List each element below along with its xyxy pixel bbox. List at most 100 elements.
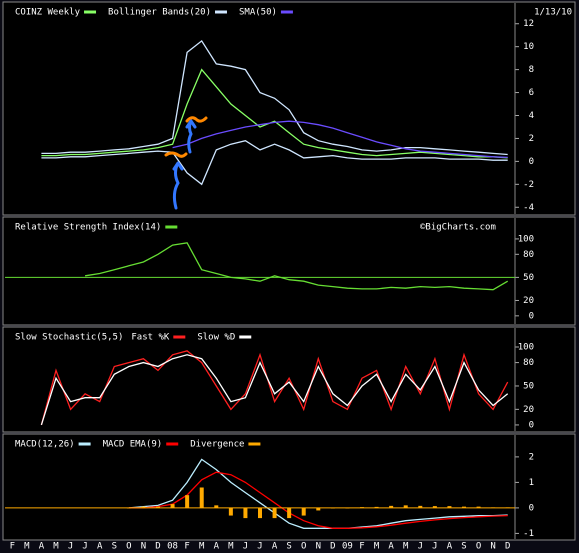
annotation-arrow (185, 119, 197, 154)
x-tick-label: J (68, 542, 73, 552)
y-tick-label: -4 (523, 203, 534, 213)
x-tick-label: D (505, 542, 510, 552)
y-tick-label: -1 (523, 529, 534, 539)
y-tick-label: 6 (529, 88, 534, 98)
x-tick-label: M (228, 542, 234, 552)
x-tick-label: A (39, 542, 45, 552)
legend-label: MACD EMA(9) (103, 440, 163, 450)
divergence-bar (185, 495, 190, 508)
legend-label: Bollinger Bands(20) (108, 8, 211, 18)
divergence-bar (141, 506, 146, 508)
divergence-bar (272, 507, 277, 519)
divergence-bar (476, 506, 481, 508)
y-tick-label: 10 (523, 42, 534, 52)
legend-label: Relative Strength Index(14) (15, 223, 161, 233)
divergence-bar (214, 505, 219, 508)
y-tick-label: -2 (523, 180, 534, 190)
y-tick-label: 2 (529, 134, 534, 144)
y-tick-label: 1 (529, 478, 534, 488)
x-tick-label: J (432, 542, 437, 552)
macd-panel (2, 433, 576, 541)
x-tick-label: A (214, 542, 220, 552)
legend-label: Slow %D (197, 333, 235, 343)
divergence-bar (199, 487, 204, 508)
series-line (41, 68, 508, 159)
watermark: ©BigCharts.com (420, 223, 496, 233)
x-tick-label: D (330, 542, 335, 552)
rsi-panel (2, 216, 576, 326)
series-line (128, 458, 508, 529)
x-tick-label: S (461, 542, 466, 552)
x-tick-label: N (490, 542, 495, 552)
y-tick-label: 0 (529, 420, 534, 430)
x-tick-label: N (141, 542, 146, 552)
legend-label: SMA(50) (239, 8, 277, 18)
x-tick-label: F (10, 542, 15, 552)
x-tick-label: F (184, 542, 189, 552)
legend-label: Divergence (190, 440, 244, 450)
x-tick-label: O (126, 542, 131, 552)
x-tick-label: M (24, 542, 30, 552)
panel-title: Slow Stochastic(5,5) (15, 333, 123, 343)
y-tick-label: 2 (529, 452, 534, 462)
annotation-arrow (172, 161, 184, 210)
x-tick-label: J (82, 542, 87, 552)
y-tick-label: 20 (523, 296, 534, 306)
lower-band (41, 140, 508, 186)
legend-label: COINZ Weekly (15, 8, 81, 18)
y-tick-label: 50 (523, 273, 534, 283)
x-tick-label: M (199, 542, 205, 552)
divergence-bar (432, 506, 437, 508)
x-tick-label: J (418, 542, 423, 552)
series-line (40, 350, 509, 426)
divergence-bar (374, 506, 379, 508)
series-line (172, 120, 508, 159)
x-tick-label: M (53, 542, 59, 552)
y-tick-label: 4 (529, 111, 534, 121)
divergence-bar (170, 504, 175, 508)
x-tick-label: O (301, 542, 306, 552)
divergence-bar (447, 506, 452, 508)
upper-band (41, 39, 508, 156)
x-tick-label: A (97, 542, 103, 552)
x-tick-label: 09 (342, 542, 353, 552)
divergence-bar (389, 505, 394, 508)
y-tick-label: 0 (529, 503, 534, 513)
y-tick-label: 50 (523, 381, 534, 391)
divergence-bar (316, 507, 321, 511)
y-tick-label: 100 (518, 234, 534, 244)
y-tick-label: 80 (523, 358, 534, 368)
y-tick-label: 80 (523, 250, 534, 260)
x-tick-label: M (403, 542, 409, 552)
x-tick-label: A (447, 542, 453, 552)
divergence-bar (258, 507, 262, 519)
x-tick-label: S (112, 542, 117, 552)
divergence-bar (228, 507, 233, 516)
divergence-bar (403, 505, 408, 508)
divergence-bar (243, 507, 248, 519)
legend-label: MACD(12,26) (15, 440, 75, 450)
divergence-bar (301, 507, 306, 516)
x-tick-label: J (243, 542, 248, 552)
x-tick-label: J (257, 542, 262, 552)
y-tick-label: 8 (529, 65, 534, 75)
x-tick-label: A (388, 542, 394, 552)
annotations (164, 116, 208, 210)
x-tick-label: A (272, 542, 278, 552)
y-tick-label: 0 (529, 157, 534, 167)
y-tick-label: 0 (529, 311, 534, 321)
legend-label: Fast %K (131, 333, 170, 343)
series-line (128, 471, 508, 529)
y-tick-label: 12 (523, 19, 534, 29)
x-tick-label: 08 (167, 542, 178, 552)
x-tick-label: M (374, 542, 380, 552)
date-label: 1/13/10 (534, 8, 572, 18)
series-line (84, 242, 509, 291)
y-tick-label: 100 (518, 343, 534, 353)
x-tick-label: N (316, 542, 321, 552)
annotation-scribble (185, 116, 208, 123)
x-tick-label: S (286, 542, 291, 552)
series-line (40, 354, 509, 426)
x-tick-label: F (359, 542, 364, 552)
